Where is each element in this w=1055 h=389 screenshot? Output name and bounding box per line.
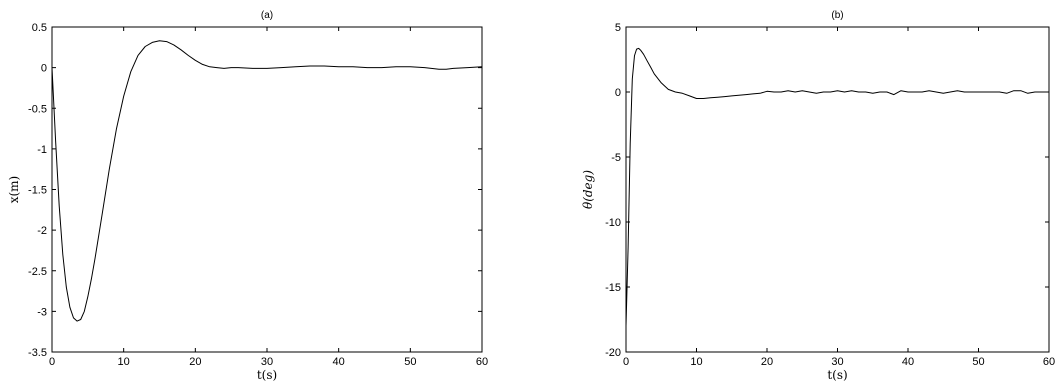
x-tick-label: 0 bbox=[49, 356, 55, 368]
x-tick-label: 40 bbox=[333, 356, 345, 368]
x-tick-label: 60 bbox=[476, 356, 488, 368]
x-axis-label: t(s) bbox=[827, 368, 847, 382]
y-tick-label: -15 bbox=[605, 282, 621, 294]
x-tick-label: 20 bbox=[189, 356, 201, 368]
y-tick-label: -5 bbox=[611, 152, 621, 164]
x-tick-label: 10 bbox=[118, 356, 130, 368]
y-tick-label: -1 bbox=[37, 144, 47, 156]
x-tick-label: 30 bbox=[831, 356, 843, 368]
chart-a: (a) 0 10 20 30 40 50 60 -3.5 -3 -2.5 -2 -1.5 -1 -0.5 0 0… bbox=[7, 10, 488, 382]
y-tick-label: -1.5 bbox=[28, 185, 47, 197]
y-tick-label: 0 bbox=[41, 63, 47, 75]
series-line bbox=[625, 47, 1049, 327]
y-tick-label: -3 bbox=[37, 306, 47, 318]
x-tick-label: 10 bbox=[690, 356, 702, 368]
x-tick-label: 0 bbox=[623, 356, 629, 368]
y-tick-label: -10 bbox=[605, 217, 621, 229]
chart-title: (b) bbox=[831, 10, 843, 21]
x-tick-label: 40 bbox=[902, 356, 914, 368]
series-line bbox=[51, 40, 483, 322]
x-tick-label: 50 bbox=[972, 356, 984, 368]
y-tick-label: -0.5 bbox=[28, 103, 47, 115]
chart-b: (b) 0 10 20 30 40 50 60 -20 -15 -10 -5 0 5 t(s) θ(deg) bbox=[581, 10, 1055, 382]
x-tick-label: 20 bbox=[761, 356, 773, 368]
y-tick-label: 0 bbox=[615, 87, 621, 99]
x-tick-label: 60 bbox=[1043, 356, 1055, 368]
chart-title: (a) bbox=[261, 10, 273, 21]
x-tick-label: 30 bbox=[261, 356, 273, 368]
x-tick-label: 50 bbox=[404, 356, 416, 368]
plot-area bbox=[51, 26, 483, 353]
y-axis-label: x(m) bbox=[7, 176, 21, 204]
plot-area bbox=[625, 26, 1050, 353]
y-axis-label: θ(deg) bbox=[581, 170, 595, 209]
y-tick-label: -2 bbox=[37, 225, 47, 237]
x-axis-label: t(s) bbox=[257, 368, 277, 382]
y-tick-label: -20 bbox=[605, 347, 621, 359]
y-tick-label: -2.5 bbox=[28, 266, 47, 278]
y-tick-label: 0.5 bbox=[32, 22, 47, 34]
y-tick-label: 5 bbox=[615, 22, 621, 34]
y-tick-label: -3.5 bbox=[28, 347, 47, 359]
